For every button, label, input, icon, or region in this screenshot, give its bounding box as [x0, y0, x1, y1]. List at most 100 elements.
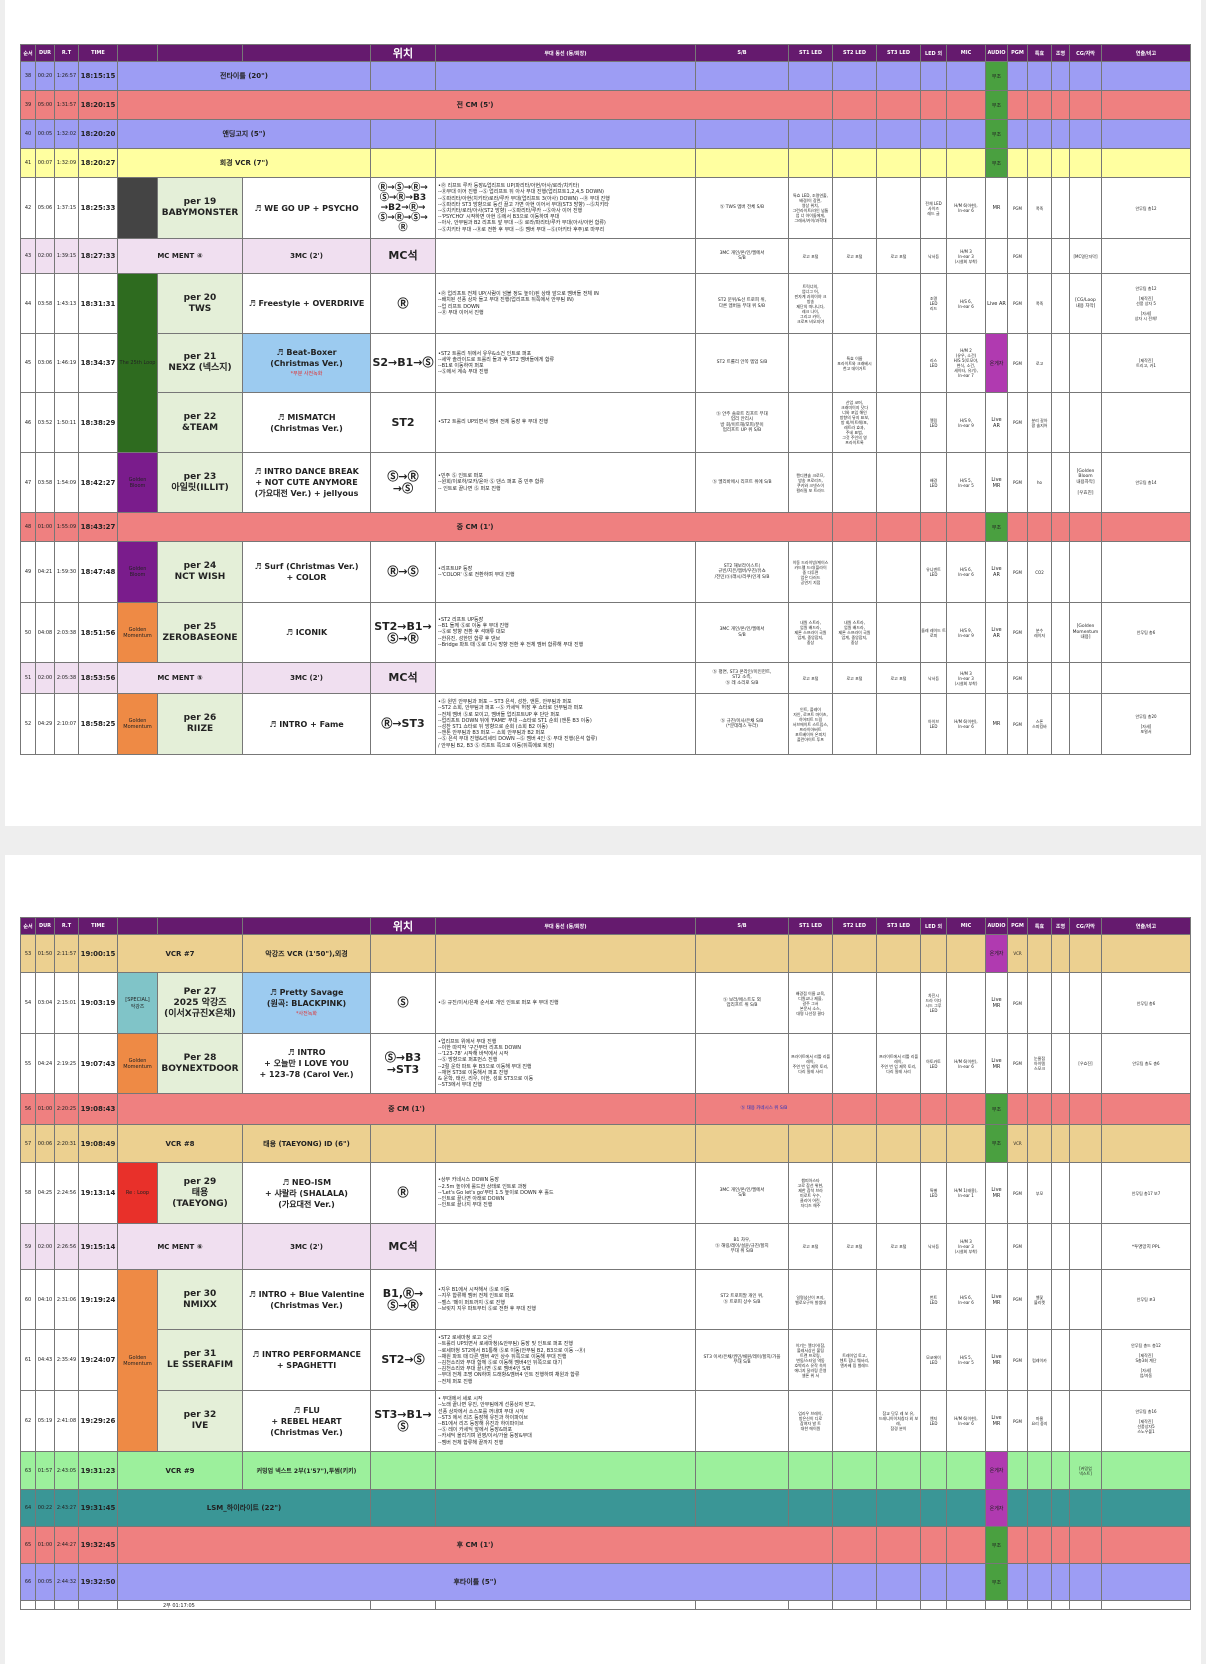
pgm: PGM [1007, 1162, 1028, 1224]
col-group [117, 917, 158, 935]
row-43[interactable]: 43 02:00 1:39:15 18:27:33 MC MENT ④ 3MC (2'… [20, 238, 1191, 274]
row-40[interactable]: 40 00:05 1:32:02 18:20:20 앤딩고지 (5") 부조 [20, 119, 1191, 149]
audio: Live AR [985, 602, 1008, 663]
col-st3: ST3 LED [876, 917, 921, 935]
dur: 03:04 [35, 972, 55, 1034]
order: 53 [20, 934, 36, 973]
fx: 폭죽 [1027, 177, 1052, 239]
led-other: 리스 LED [920, 333, 947, 393]
col-artist [157, 44, 243, 62]
row-55[interactable]: 55 04:24 2:19:25 19:07:43 Golden Momentum P… [20, 1033, 1191, 1094]
row-54[interactable]: 54 03:04 2:15:01 19:03:19 [SPECIAL] 악강즈 Per… [20, 972, 1191, 1034]
stage-move: •업리프트 위에서 무대 진행 --이한 따각작 '구간부터 리프트 DOWN … [435, 1033, 696, 1094]
group-label: Golden Momentum [117, 602, 158, 663]
row-50[interactable]: 50 04:08 2:03:38 18:51:56 Golden Momentum p… [20, 602, 1191, 663]
row-46[interactable]: 46 03:52 1:50:11 18:38:29 per 22 &TEAM ♬ MIS… [20, 392, 1191, 453]
order: 45 [20, 333, 36, 393]
audio: Live MR [985, 1162, 1008, 1224]
dur: 03:52 [35, 392, 55, 453]
row-64[interactable]: 64 00:22 2:43:27 19:31:45 LSM_하이라이트 (22") 온… [20, 1489, 1191, 1527]
st2-led: 트레이업 토고, 첸트 합니 웨서리, 엔카베 링 벌레드 [832, 1329, 877, 1391]
artist-cell: per 31 LE SSERAFIM [157, 1329, 243, 1391]
pgm: PGM [1007, 1269, 1028, 1330]
order: 66 [20, 1563, 36, 1601]
col-position: 위치 [370, 917, 436, 935]
time: 18:34:37 [78, 333, 118, 393]
led-other: 유니덴트 LED [920, 541, 947, 603]
row-60[interactable]: 60 04:10 2:31:06 19:19:24 Golden Momentum p… [20, 1269, 1191, 1452]
stage-move: •리프트UP 등장 --'COLOR' Ⓢ로 전환하며 무대 진행 [435, 541, 696, 603]
col-led: LED 외 [920, 44, 947, 62]
row-56[interactable]: 56 01:00 2:20:25 19:08:43 중 CM (1') Ⓢ 태용 카네… [20, 1093, 1191, 1125]
order: 59 [20, 1223, 36, 1270]
st1-led: 업리우 브레이, 방은신이 디로 참여자 발 트 대한 에이원 [788, 1390, 833, 1452]
st2-led: 로고 포털 [832, 238, 877, 274]
col-note: 연출/비고 [1101, 44, 1191, 62]
fx: 벨꽃 블리켓 [1027, 1269, 1052, 1330]
order: 55 [20, 1033, 36, 1094]
row-42[interactable]: 42 05:06 1:37:15 18:25:33 per 19 BABYMONSTER… [20, 177, 1191, 239]
row-52[interactable]: 52 04:29 2:10:07 18:58:25 Golden Momentum p… [20, 693, 1191, 755]
fx: 럽레이카 [1027, 1329, 1052, 1391]
running-time: 2:19:25 [54, 1033, 79, 1094]
row-57[interactable]: 57 00:06 2:20:31 19:08:49 VCR #8 태용 (TAEYON… [20, 1124, 1191, 1163]
mic: H/M 6(아현), In-ear 6 [946, 177, 986, 239]
audio-badge: 부조 [985, 61, 1008, 91]
row-65[interactable]: 65 01:00 2:44:27 19:32:45 후 CM (1') 부조 [20, 1526, 1191, 1564]
standby: Ⓢ 안주 솔로트 리프트 무대 업리 안리시 방 회/이트해/포피/분이 업리프… [695, 392, 789, 453]
row-44[interactable]: 44 03:58 1:43:13 18:31:31 The 25th Loop per… [20, 273, 1191, 453]
row-48[interactable]: 48 01:00 1:55:09 18:43:27 중 CM (1') 부조 [20, 512, 1191, 542]
running-time: 1:46:19 [54, 333, 79, 393]
row-62[interactable]: 62 05:19 2:41:08 19:29:26 per 32 IVE ♬ FLU +… [20, 1390, 1191, 1452]
row-66[interactable]: 66 00:05 2:44:32 19:32:50 후타이틀 (5") 부조 [20, 1563, 1191, 1601]
running-time: 2:41:08 [54, 1390, 79, 1452]
col-note: 연출/비고 [1101, 917, 1191, 935]
row-61[interactable]: 61 04:43 2:35:49 19:24:07 per 31 LE SSERAFIM… [20, 1329, 1191, 1391]
running-time: 2:31:06 [54, 1269, 79, 1330]
stage-position: ST2 [370, 392, 436, 453]
row-49[interactable]: 49 04:21 1:59:30 18:47:48 Golden Bloom per … [20, 541, 1191, 603]
col-audio: AUDIO [985, 917, 1008, 935]
dur: 00:05 [35, 1563, 55, 1601]
stage-position: ST2→B1→ Ⓢ→Ⓡ [370, 602, 436, 663]
row-51[interactable]: 51 02:00 2:05:38 18:53:56 MC MENT ⑤ 3MC (2'… [20, 662, 1191, 694]
artist-cell: Per 28 BOYNEXTDOOR [157, 1033, 243, 1094]
audio: Live AR [985, 392, 1008, 453]
per-number: per 19 [183, 197, 217, 207]
row-53[interactable]: 53 01:50 2:11:57 19:00:15 VCR #7 악강즈 VCR (1… [20, 934, 1191, 973]
row-47[interactable]: 47 03:58 1:54:09 18:42:27 Golden Bloom per … [20, 452, 1191, 513]
segment-title: MC MENT ⑥ [117, 1223, 243, 1270]
row-58[interactable]: 58 04:25 2:24:56 19:13:14 Re : Loop per 29 태… [20, 1162, 1191, 1224]
order: 65 [20, 1526, 36, 1564]
time: 18:47:48 [78, 541, 118, 603]
stage-position: S2→B1→Ⓢ [370, 333, 436, 393]
running-time: 2:26:56 [54, 1223, 79, 1270]
artist-name: 태용 (TAEYONG) [172, 1187, 228, 1209]
row-38[interactable]: 38 00:20 1:26:57 18:15:15 전타이틀 (20") 부조 [20, 61, 1191, 91]
st1-led: 이기는 엘디어(참, 볼레서상신 불팅 트랜 프로링, 변동/스타일 역동 호박… [788, 1329, 833, 1391]
per-number: Per 27 [183, 986, 217, 997]
row-39[interactable]: 39 05:00 1:31:57 18:20:15 전 CM (5') 부조 [20, 90, 1191, 120]
dur: 01:57 [35, 1451, 55, 1490]
order: 57 [20, 1124, 36, 1163]
order: 62 [20, 1390, 36, 1452]
standby: 3MC 개인/온/인/엘에서 S/B [695, 1162, 789, 1224]
audio: Live MR [985, 452, 1008, 513]
st3-led: 프라이트에서 리틀 리플레이, 주연 번 업 제목 토리, 다리 말레 사리 [876, 1033, 921, 1094]
row-63[interactable]: 63 01:57 2:43:05 19:31:23 VCR #9 커밍업 넥스트 2부… [20, 1451, 1191, 1490]
mic: H/S 6, In-ear 6 [946, 273, 986, 334]
row-59[interactable]: 59 02:00 2:26:56 19:15:14 MC MENT ⑥ 3MC (2'… [20, 1223, 1191, 1270]
order: 39 [20, 90, 36, 120]
stage-position: Ⓡ→Ⓢ [370, 541, 436, 603]
pgm: PGM [1007, 602, 1028, 663]
running-time: 2:03:38 [54, 602, 79, 663]
time: 19:08:43 [78, 1093, 118, 1125]
led-other: 아토카토 LED [920, 1033, 947, 1094]
order: 61 [20, 1329, 36, 1391]
artist-name: ZEROBASEONE [162, 632, 238, 643]
row-45[interactable]: 45 03:06 1:46:19 18:34:37 per 21 NEXZ (넥스지) … [20, 333, 1191, 393]
pgm: PGM [1007, 238, 1028, 274]
artist-cell: per 22 &TEAM [157, 392, 243, 453]
row-41[interactable]: 41 00:07 1:32:09 18:20:27 회경 VCR (7") 부조 [20, 148, 1191, 178]
dur: 05:06 [35, 177, 55, 239]
